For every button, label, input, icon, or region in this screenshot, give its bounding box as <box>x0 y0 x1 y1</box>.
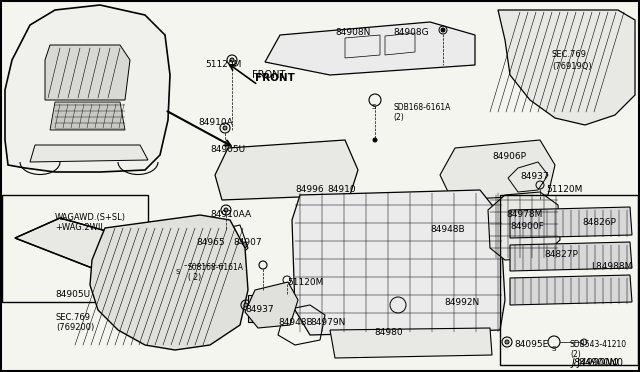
Polygon shape <box>5 5 170 172</box>
Text: (2): (2) <box>393 113 404 122</box>
Text: J84900N0: J84900N0 <box>572 358 620 368</box>
Polygon shape <box>265 22 475 75</box>
Text: 84937: 84937 <box>245 305 274 314</box>
Text: 84908N: 84908N <box>335 28 371 37</box>
Text: SDB168-6161A: SDB168-6161A <box>393 103 451 112</box>
Text: (769200): (769200) <box>56 323 94 332</box>
Circle shape <box>441 28 445 32</box>
Polygon shape <box>50 102 125 130</box>
Text: 84907: 84907 <box>233 238 262 247</box>
Polygon shape <box>292 190 505 335</box>
Text: +WAG.2WII: +WAG.2WII <box>55 223 103 232</box>
Text: 84937: 84937 <box>520 172 548 181</box>
Text: FRONT: FRONT <box>252 70 285 80</box>
Text: 84996: 84996 <box>295 185 324 194</box>
Circle shape <box>244 303 248 307</box>
Text: 84979N: 84979N <box>310 318 346 327</box>
Polygon shape <box>245 282 298 328</box>
Text: 84905U: 84905U <box>210 145 245 154</box>
Text: SDB543-41210: SDB543-41210 <box>570 340 627 349</box>
Text: FRONT: FRONT <box>255 73 295 83</box>
Text: 84906P: 84906P <box>492 152 526 161</box>
Text: SEC.769: SEC.769 <box>552 50 587 59</box>
Polygon shape <box>498 10 635 125</box>
Text: 84992N: 84992N <box>444 298 479 307</box>
Text: 84095E: 84095E <box>514 340 548 349</box>
Text: 51120M: 51120M <box>205 60 241 69</box>
Polygon shape <box>90 215 248 350</box>
Polygon shape <box>440 140 555 200</box>
Polygon shape <box>510 275 632 305</box>
Text: 84980: 84980 <box>374 328 403 337</box>
Polygon shape <box>248 295 278 322</box>
Polygon shape <box>30 145 148 162</box>
Text: S: S <box>372 104 376 110</box>
Text: 84948B: 84948B <box>430 225 465 234</box>
Text: 84910AA: 84910AA <box>210 210 251 219</box>
Text: 84910A: 84910A <box>198 118 233 127</box>
Circle shape <box>241 242 247 248</box>
Text: 51120M: 51120M <box>546 185 582 194</box>
Polygon shape <box>510 207 632 238</box>
Text: SEC.769: SEC.769 <box>56 313 91 322</box>
Text: S: S <box>551 346 556 352</box>
Text: 84900F: 84900F <box>510 222 544 231</box>
Text: (2): (2) <box>570 350 580 359</box>
Circle shape <box>224 208 228 212</box>
Text: S: S <box>175 269 179 275</box>
Text: 84948B: 84948B <box>278 318 312 327</box>
Polygon shape <box>488 192 560 260</box>
Text: 84827P: 84827P <box>544 250 578 259</box>
Polygon shape <box>330 328 492 358</box>
Text: 84905U: 84905U <box>55 290 90 299</box>
Circle shape <box>230 58 234 62</box>
Text: S08168-6161A: S08168-6161A <box>188 263 244 272</box>
Polygon shape <box>215 140 358 200</box>
Text: 51120M: 51120M <box>287 278 323 287</box>
Text: 84978M: 84978M <box>506 210 542 219</box>
Text: 84826P: 84826P <box>582 218 616 227</box>
Text: J84900N0: J84900N0 <box>576 358 623 368</box>
Text: 84965: 84965 <box>196 238 225 247</box>
Text: ( 2): ( 2) <box>188 273 201 282</box>
Polygon shape <box>15 218 138 268</box>
Circle shape <box>373 138 377 142</box>
Circle shape <box>505 340 509 344</box>
Text: 84910: 84910 <box>327 185 356 194</box>
Text: 84908G: 84908G <box>393 28 429 37</box>
Text: WAGAWD.(S+SL): WAGAWD.(S+SL) <box>55 213 126 222</box>
Text: (76919Q): (76919Q) <box>552 62 591 71</box>
Text: L84988M: L84988M <box>591 262 632 271</box>
Polygon shape <box>45 45 130 100</box>
Circle shape <box>223 126 227 130</box>
Polygon shape <box>510 242 632 271</box>
